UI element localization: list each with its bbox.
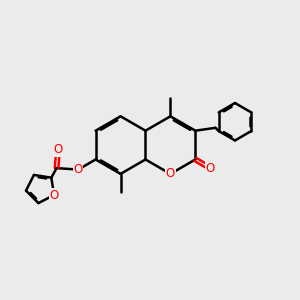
Text: O: O bbox=[53, 143, 63, 156]
Text: O: O bbox=[166, 167, 175, 180]
Text: O: O bbox=[50, 189, 59, 202]
Text: O: O bbox=[74, 163, 83, 176]
Text: O: O bbox=[206, 162, 215, 175]
